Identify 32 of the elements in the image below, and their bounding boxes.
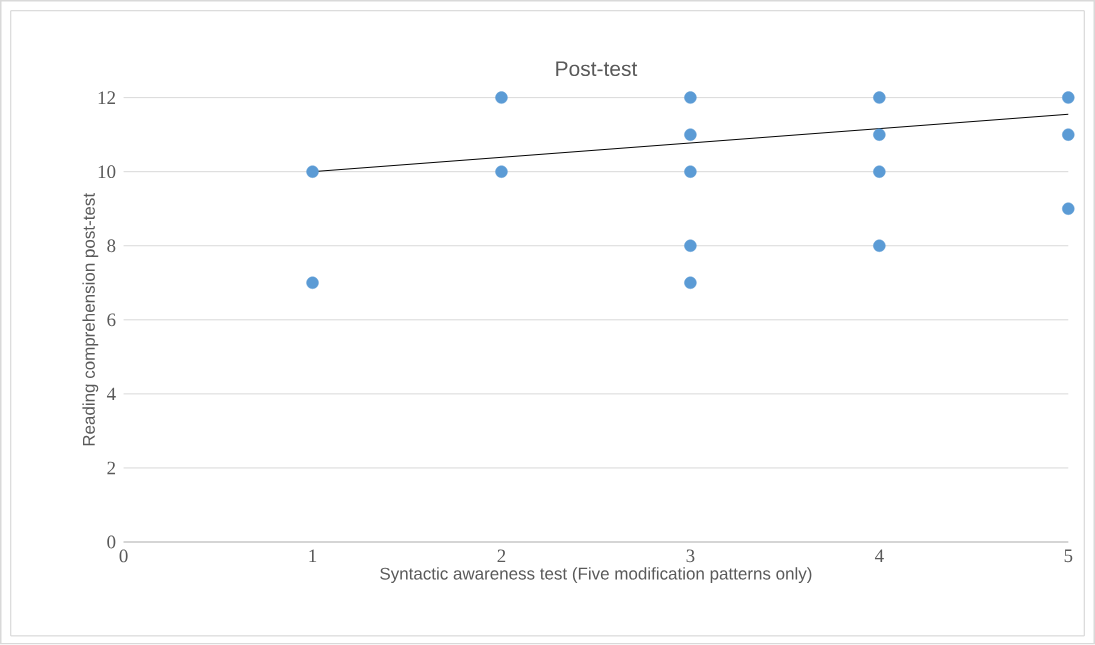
point: [495, 91, 508, 104]
point: [684, 239, 697, 253]
point: [1062, 202, 1075, 216]
point: [495, 165, 508, 179]
point: [873, 128, 886, 142]
point: [684, 276, 697, 290]
point: [1062, 128, 1075, 142]
y-tick-label: 0: [107, 535, 116, 549]
y-tick-label: 12: [98, 91, 116, 105]
x-axis-title: Syntactic awareness test (Five modification patterns only): [380, 567, 812, 584]
y-tick-label: 2: [107, 461, 116, 475]
x-tick-label: 3: [686, 549, 695, 563]
point: [873, 239, 886, 253]
point: [684, 91, 697, 104]
point: [684, 165, 697, 179]
y-axis-title: Reading comprehension post-test: [82, 193, 99, 446]
x-tick-label: 4: [874, 549, 884, 563]
x-tick-label: 1: [309, 549, 317, 563]
point: [1062, 91, 1075, 104]
point: [306, 165, 319, 179]
point: [873, 91, 886, 104]
y-tick-label: 4: [106, 387, 116, 401]
y-tick-label: 8: [107, 239, 116, 253]
chart-title: Post-test: [556, 61, 638, 77]
x-tick-label: 0: [119, 549, 128, 563]
point: [873, 165, 886, 179]
y-tick-label: 10: [98, 165, 116, 179]
point: [306, 276, 319, 290]
y-tick-label: 6: [107, 313, 116, 327]
point: [684, 128, 697, 142]
x-tick-label: 2: [497, 549, 506, 563]
x-tick-label: 5: [1064, 549, 1073, 563]
